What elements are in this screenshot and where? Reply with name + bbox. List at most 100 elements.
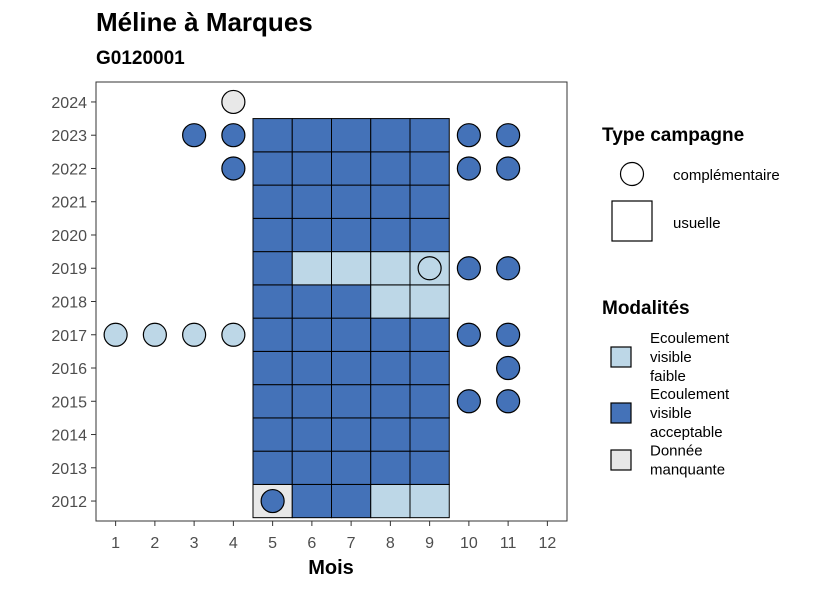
point-2017-2	[142, 322, 167, 347]
tile-2014-7	[331, 417, 372, 452]
tile-2019-7	[331, 251, 372, 286]
tile-2012-9	[409, 483, 450, 519]
x-axis-label: Mois	[308, 557, 354, 579]
tile-2021-6	[291, 184, 332, 219]
legend-label-acceptable-0: Ecoulement	[650, 386, 730, 403]
tile-2013-6	[291, 450, 332, 485]
tile-2014-6	[291, 417, 332, 452]
tile-2021-7	[331, 184, 372, 219]
point-2024-4	[221, 89, 246, 115]
point-2017-4	[221, 322, 246, 347]
tile-2015-8	[370, 384, 411, 419]
tile-2016-7	[331, 350, 372, 386]
legend-label-acceptable-2: acceptable	[650, 424, 723, 441]
tile-2015-7	[331, 384, 372, 419]
tile-2018-6	[291, 284, 332, 319]
tile-2018-5	[252, 284, 293, 319]
x-tick-label-2: 2	[150, 535, 159, 552]
tile-2022-9	[409, 151, 450, 186]
legend-label-usuelle: usuelle	[673, 215, 721, 232]
y-tick-label-2013: 2013	[51, 461, 87, 478]
legend-label-faible-1: visible	[650, 349, 692, 366]
tile-2018-8	[370, 284, 411, 319]
tile-2018-7	[331, 284, 372, 319]
tile-2012-6	[291, 483, 332, 519]
legend-title-campagne: Type campagne	[602, 125, 744, 146]
tile-2021-5	[252, 184, 293, 219]
point-2019-10	[456, 256, 481, 281]
tile-2012-8	[370, 483, 411, 519]
y-tick-label-2014: 2014	[51, 428, 87, 445]
chart-title: Méline à Marques	[96, 7, 313, 37]
legend-label-manquante-0: Donnée	[650, 443, 703, 460]
x-tick-label-4: 4	[229, 535, 238, 552]
tile-2022-7	[331, 151, 372, 186]
x-tick-label-6: 6	[307, 535, 316, 552]
tile-2016-9	[409, 350, 450, 386]
chart-subtitle: G0120001	[96, 48, 185, 69]
legend-title-modalites: Modalités	[602, 298, 690, 319]
point-2022-10	[456, 156, 481, 181]
point-2016-11	[496, 355, 521, 381]
legend: Type campagne complémentaire usuelle Modali…	[602, 125, 780, 479]
x-tick-label-9: 9	[425, 535, 434, 552]
point-2015-10	[456, 389, 481, 414]
x-tick-label-7: 7	[347, 535, 356, 552]
tile-2023-7	[331, 118, 372, 153]
x-tick-label-5: 5	[268, 535, 277, 552]
tile-2017-7	[331, 317, 372, 352]
point-2017-11	[496, 322, 521, 347]
y-tick-label-2012: 2012	[51, 494, 87, 511]
tile-2017-5	[252, 317, 293, 352]
point-2015-11	[496, 389, 521, 414]
point-2023-3	[182, 123, 207, 148]
tile-2022-8	[370, 151, 411, 186]
tile-2020-8	[370, 217, 411, 253]
tile-2015-5	[252, 384, 293, 419]
tile-2020-9	[409, 217, 450, 253]
tile-2019-6	[291, 251, 332, 286]
legend-key-manquante	[610, 449, 632, 471]
tile-2016-6	[291, 350, 332, 386]
tile-2017-8	[370, 317, 411, 352]
tile-2020-7	[331, 217, 372, 253]
tile-2012-7	[331, 483, 372, 519]
legend-key-acceptable	[610, 402, 632, 424]
point-2019-9	[417, 256, 442, 281]
tile-2015-6	[291, 384, 332, 419]
tile-2014-9	[409, 417, 450, 452]
legend-key-faible	[610, 346, 632, 368]
tile-2022-6	[291, 151, 332, 186]
tile-2015-9	[409, 384, 450, 419]
tile-2014-5	[252, 417, 293, 452]
legend-label-manquante-1: manquante	[650, 462, 725, 479]
y-tick-label-2019: 2019	[51, 261, 87, 278]
x-tick-label-11: 11	[500, 535, 517, 552]
x-tick-label-3: 3	[190, 535, 199, 552]
point-2017-3	[182, 322, 207, 347]
point-2017-1	[103, 322, 128, 347]
tile-2018-9	[409, 284, 450, 319]
legend-label-faible-0: Ecoulement	[650, 330, 730, 347]
point-2022-4	[221, 156, 246, 181]
legend-key-complementaire	[619, 161, 645, 187]
tile-2013-9	[409, 450, 450, 485]
tile-2023-6	[291, 118, 332, 153]
tile-2017-9	[409, 317, 450, 352]
point-2017-10	[456, 322, 481, 347]
legend-label-faible-2: faible	[650, 368, 686, 385]
point-2019-11	[496, 256, 521, 281]
legend-label-acceptable-1: visible	[650, 405, 692, 422]
point-2023-10	[456, 123, 481, 148]
tile-2019-5	[252, 251, 293, 286]
plot-area: 2012 2013 2014 2015 2016 2017 2018 2019 2020 2021…	[51, 81, 568, 552]
y-tick-label-2018: 2018	[51, 295, 87, 312]
legend-label-complementaire: complémentaire	[673, 167, 780, 184]
y-tick-label-2022: 2022	[51, 161, 87, 178]
tile-2014-8	[370, 417, 411, 452]
tile-2013-8	[370, 450, 411, 485]
x-tick-label-12: 12	[538, 535, 556, 552]
tile-2022-5	[252, 151, 293, 186]
x-tick-label-10: 10	[460, 535, 478, 552]
